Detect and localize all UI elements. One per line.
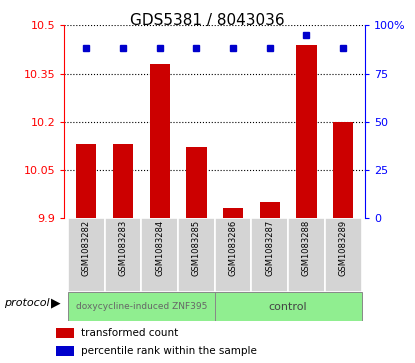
Bar <box>113 144 133 218</box>
FancyBboxPatch shape <box>215 218 251 292</box>
Text: GSM1083285: GSM1083285 <box>192 220 201 276</box>
FancyBboxPatch shape <box>105 218 142 292</box>
FancyBboxPatch shape <box>142 218 178 292</box>
Text: ▶: ▶ <box>51 297 60 310</box>
Text: doxycycline-induced ZNF395: doxycycline-induced ZNF395 <box>76 302 207 311</box>
Bar <box>333 122 353 218</box>
FancyBboxPatch shape <box>325 218 361 292</box>
Text: GSM1083286: GSM1083286 <box>229 220 238 276</box>
FancyBboxPatch shape <box>288 218 325 292</box>
FancyBboxPatch shape <box>215 292 361 321</box>
FancyBboxPatch shape <box>68 218 105 292</box>
Text: GSM1083288: GSM1083288 <box>302 220 311 276</box>
Bar <box>186 147 207 218</box>
Text: percentile rank within the sample: percentile rank within the sample <box>81 346 256 356</box>
Text: GSM1083282: GSM1083282 <box>82 220 91 276</box>
FancyBboxPatch shape <box>68 292 215 321</box>
Bar <box>296 45 317 218</box>
Bar <box>223 208 243 218</box>
Text: transformed count: transformed count <box>81 328 178 338</box>
Text: control: control <box>269 302 308 312</box>
FancyBboxPatch shape <box>178 218 215 292</box>
Bar <box>56 346 74 356</box>
Bar <box>150 64 170 218</box>
Text: GDS5381 / 8043036: GDS5381 / 8043036 <box>130 13 285 28</box>
Text: GSM1083284: GSM1083284 <box>155 220 164 276</box>
Text: protocol: protocol <box>4 298 50 308</box>
FancyBboxPatch shape <box>251 218 288 292</box>
Text: GSM1083287: GSM1083287 <box>265 220 274 276</box>
Text: GSM1083289: GSM1083289 <box>339 220 348 276</box>
Bar <box>260 202 280 218</box>
Bar <box>76 144 96 218</box>
Text: GSM1083283: GSM1083283 <box>119 220 127 276</box>
Bar <box>56 328 74 338</box>
